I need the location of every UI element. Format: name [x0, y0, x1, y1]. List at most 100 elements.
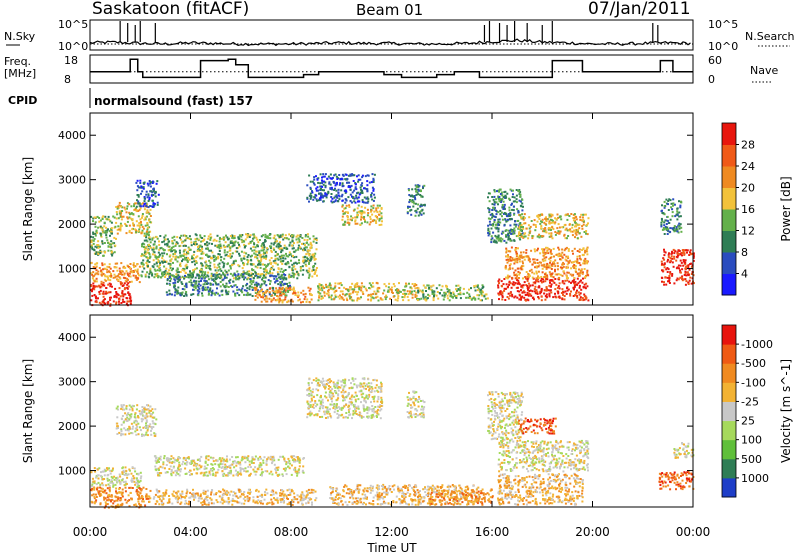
range-cell	[507, 292, 510, 295]
range-cell	[564, 247, 567, 250]
range-cell	[261, 246, 264, 249]
range-cell	[143, 243, 146, 246]
range-cell	[270, 257, 273, 259]
range-cell	[95, 280, 98, 283]
range-cell	[267, 272, 270, 275]
range-cell	[229, 264, 232, 267]
range-cell	[90, 244, 93, 247]
range-cell	[564, 214, 567, 217]
range-cell	[420, 209, 423, 212]
range-cell	[372, 181, 375, 183]
range-cell	[360, 286, 363, 289]
range-cell	[145, 215, 148, 218]
range-cell	[238, 234, 241, 237]
range-cell	[541, 267, 544, 270]
range-cell	[201, 292, 203, 295]
range-cell	[415, 193, 418, 196]
range-cell	[321, 296, 324, 299]
range-cell	[355, 196, 358, 199]
range-cell	[242, 275, 245, 278]
range-cell	[203, 235, 206, 238]
range-cell	[350, 215, 353, 218]
range-cell	[360, 205, 363, 208]
range-cell	[306, 259, 309, 262]
range-cell	[141, 229, 144, 232]
range-cell	[106, 229, 109, 232]
range-cell	[470, 287, 472, 290]
range-cell	[201, 240, 204, 243]
range-cell	[270, 298, 273, 301]
range-cell	[156, 269, 159, 272]
nsearch-label: N.Search	[745, 30, 795, 43]
range-cell	[127, 285, 130, 288]
range-cell	[186, 267, 188, 270]
range-cell	[185, 284, 188, 287]
range-cell	[141, 225, 144, 228]
range-cell	[110, 494, 113, 497]
range-cell	[176, 267, 179, 270]
range-cell	[95, 262, 98, 265]
range-cell	[288, 266, 291, 269]
range-cell	[409, 194, 412, 197]
range-cell	[503, 239, 506, 242]
range-cell	[495, 236, 498, 239]
range-cell	[90, 285, 93, 287]
range-cell	[586, 262, 589, 265]
range-cell	[372, 189, 375, 192]
range-cell	[90, 500, 93, 503]
range-cell	[137, 210, 140, 212]
range-cell	[370, 284, 373, 287]
range-cell	[522, 284, 525, 287]
range-cell	[557, 216, 560, 219]
range-cell	[263, 240, 266, 243]
range-cell	[120, 224, 122, 227]
range-cell	[258, 260, 260, 263]
range-cell	[354, 183, 357, 186]
range-cell	[110, 253, 113, 255]
range-cell	[384, 298, 387, 301]
range-cell	[197, 286, 200, 289]
range-cell	[128, 203, 131, 206]
range-cell	[521, 213, 524, 216]
range-cell	[149, 205, 152, 207]
range-cell	[573, 264, 576, 266]
range-cell	[96, 215, 99, 218]
range-cell	[156, 256, 159, 259]
range-cell	[525, 299, 527, 302]
range-cell	[335, 289, 338, 292]
range-cell	[503, 212, 506, 214]
range-cell	[219, 268, 222, 271]
range-cell	[107, 276, 110, 279]
range-cell	[162, 240, 165, 243]
range-cell	[212, 254, 215, 257]
range-cell	[575, 223, 578, 226]
range-cell	[321, 179, 323, 182]
range-cell	[183, 285, 186, 288]
range-cell	[294, 292, 297, 295]
range-cell	[116, 207, 119, 210]
range-cell	[317, 189, 320, 192]
range-cell	[552, 276, 555, 279]
range-cell	[360, 213, 363, 216]
range-cell	[370, 295, 372, 297]
range-cell	[337, 282, 340, 285]
range-cell	[248, 288, 251, 291]
range-cell	[341, 293, 344, 296]
range-cell	[692, 255, 695, 258]
range-cell	[145, 495, 147, 498]
range-cell	[143, 208, 146, 211]
range-cell	[154, 255, 157, 258]
range-cell	[298, 259, 300, 262]
range-cell	[550, 215, 553, 218]
range-cell	[118, 491, 121, 494]
range-cell	[556, 232, 559, 235]
range-cell	[459, 286, 462, 289]
range-cell	[141, 253, 144, 256]
range-cell	[666, 233, 669, 235]
range-cell	[244, 245, 246, 248]
range-cell	[270, 250, 273, 253]
range-cell	[572, 286, 575, 289]
range-cell	[520, 224, 523, 226]
range-cell	[512, 209, 515, 212]
range-cell	[179, 255, 182, 258]
